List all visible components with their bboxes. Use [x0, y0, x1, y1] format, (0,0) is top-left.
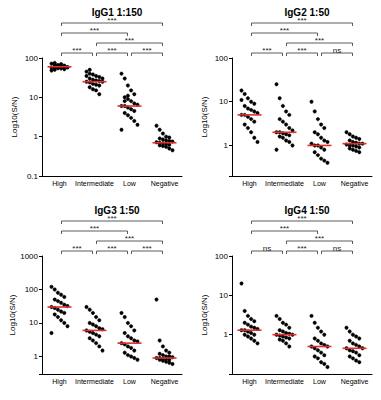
svg-text:1: 1	[34, 132, 39, 141]
svg-text:Intermediate: Intermediate	[75, 378, 114, 385]
svg-text:10: 10	[29, 318, 38, 327]
svg-text:***: ***	[142, 46, 151, 55]
svg-text:***: ***	[107, 46, 116, 55]
svg-text:10: 10	[219, 291, 228, 300]
svg-text:0.1: 0.1	[27, 172, 39, 181]
svg-text:IgG3 1:50: IgG3 1:50	[94, 205, 139, 216]
svg-text:ns: ns	[333, 244, 341, 253]
svg-text:High: High	[52, 378, 67, 386]
svg-text:IgG1 1:150: IgG1 1:150	[92, 7, 143, 18]
svg-text:10: 10	[219, 97, 228, 106]
svg-text:Intermediate: Intermediate	[265, 180, 304, 187]
svg-text:***: ***	[125, 234, 134, 243]
svg-text:10: 10	[29, 93, 38, 102]
svg-text:High: High	[242, 180, 257, 188]
svg-text:ns: ns	[333, 46, 341, 55]
svg-text:Low: Low	[313, 378, 327, 385]
svg-text:***: ***	[280, 26, 289, 35]
svg-text:100: 100	[25, 285, 39, 294]
svg-text:IgG4 1:50: IgG4 1:50	[284, 205, 329, 216]
svg-text:Log10(S/N): Log10(S/N)	[8, 294, 17, 335]
svg-text:Negative: Negative	[151, 378, 179, 386]
svg-text:High: High	[52, 180, 67, 188]
svg-text:1: 1	[34, 352, 39, 361]
svg-text:***: ***	[90, 224, 99, 233]
svg-text:Low: Low	[123, 378, 137, 385]
svg-text:100: 100	[215, 54, 229, 63]
svg-text:***: ***	[90, 26, 99, 35]
svg-text:Low: Low	[313, 180, 327, 187]
svg-text:***: ***	[72, 46, 81, 55]
svg-text:***: ***	[297, 244, 306, 253]
svg-text:***: ***	[262, 46, 271, 55]
svg-text:IgG2 1:50: IgG2 1:50	[284, 7, 329, 18]
svg-text:100: 100	[215, 252, 229, 261]
svg-text:***: ***	[315, 234, 324, 243]
svg-text:Negative: Negative	[341, 180, 369, 188]
svg-text:Negative: Negative	[341, 378, 369, 386]
svg-text:100: 100	[25, 54, 39, 63]
svg-text:***: ***	[125, 36, 134, 45]
svg-text:Negative: Negative	[151, 180, 179, 188]
svg-text:High: High	[242, 378, 257, 386]
svg-text:1000: 1000	[20, 252, 38, 261]
svg-text:Log10(S/N): Log10(S/N)	[200, 294, 209, 335]
svg-text:Low: Low	[123, 180, 137, 187]
svg-text:***: ***	[280, 224, 289, 233]
svg-text:Log10(S/N): Log10(S/N)	[10, 96, 19, 137]
svg-text:Intermediate: Intermediate	[265, 378, 304, 385]
svg-text:ns: ns	[263, 244, 271, 253]
svg-text:1: 1	[224, 141, 229, 150]
svg-text:Log10(S/N): Log10(S/N)	[200, 96, 209, 137]
svg-text:***: ***	[297, 46, 306, 55]
svg-text:***: ***	[315, 36, 324, 45]
svg-text:***: ***	[107, 244, 116, 253]
svg-text:***: ***	[72, 244, 81, 253]
svg-text:Intermediate: Intermediate	[75, 180, 114, 187]
svg-text:1: 1	[224, 330, 229, 339]
svg-text:***: ***	[142, 244, 151, 253]
